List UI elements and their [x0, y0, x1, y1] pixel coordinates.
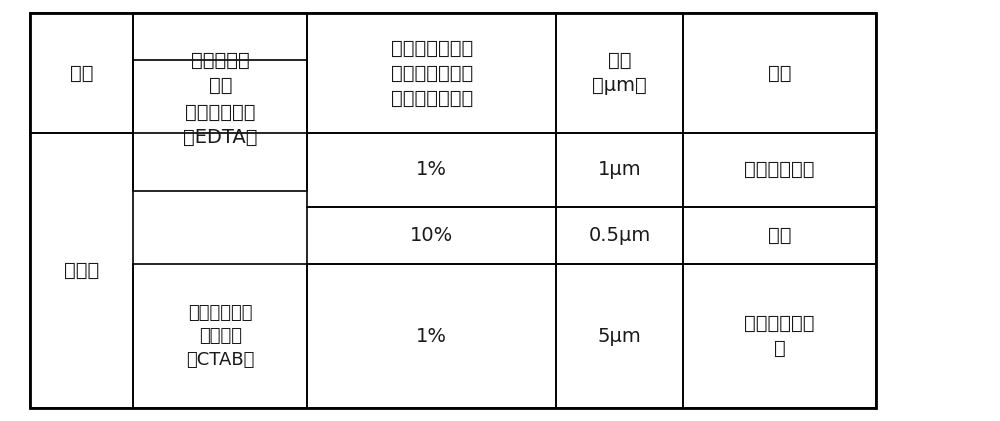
Text: 名称: 名称	[70, 64, 93, 83]
Text: 1%: 1%	[416, 327, 447, 346]
Text: 10%: 10%	[410, 226, 453, 245]
Bar	[133, 264, 307, 408]
Bar	[30, 133, 133, 408]
Bar	[556, 13, 683, 133]
Bar	[556, 133, 683, 207]
Text: 表面活性剂物质
的量占氯化钡物
质的量的百分比: 表面活性剂物质 的量占氯化钡物 质的量的百分比	[391, 38, 473, 107]
Text: 十六烷基三甲
基溴化铵
（CTAB）: 十六烷基三甲 基溴化铵 （CTAB）	[186, 304, 255, 369]
Bar	[683, 13, 876, 133]
Text: 球状、多孔球
状: 球状、多孔球 状	[744, 314, 815, 358]
Text: 5μm: 5μm	[598, 327, 642, 346]
Bar	[556, 264, 683, 408]
Text: 碳酸钡: 碳酸钡	[64, 261, 99, 280]
Bar	[683, 133, 876, 207]
Text: 形貌: 形貌	[768, 64, 791, 83]
Text: 表面活性剂
名称: 表面活性剂 名称	[191, 51, 250, 95]
Bar	[307, 207, 556, 264]
Bar	[683, 264, 876, 408]
Text: 1%: 1%	[416, 160, 447, 179]
Bar	[307, 133, 556, 207]
Bar	[556, 207, 683, 264]
Bar	[133, 13, 307, 133]
Text: 乙二胺四乙酸
（EDTA）: 乙二胺四乙酸 （EDTA）	[183, 104, 258, 147]
Text: 粒径
（μm）: 粒径 （μm）	[592, 51, 647, 95]
Bar	[307, 13, 556, 133]
Bar	[307, 264, 556, 408]
Bar	[683, 207, 876, 264]
Text: 0.5μm: 0.5μm	[589, 226, 651, 245]
Bar	[133, 60, 307, 191]
Text: 1μm: 1μm	[598, 160, 642, 179]
Text: 球状、哑铃状: 球状、哑铃状	[744, 160, 815, 179]
Bar	[30, 13, 876, 408]
Text: 球状: 球状	[768, 226, 791, 245]
Bar	[30, 13, 133, 133]
